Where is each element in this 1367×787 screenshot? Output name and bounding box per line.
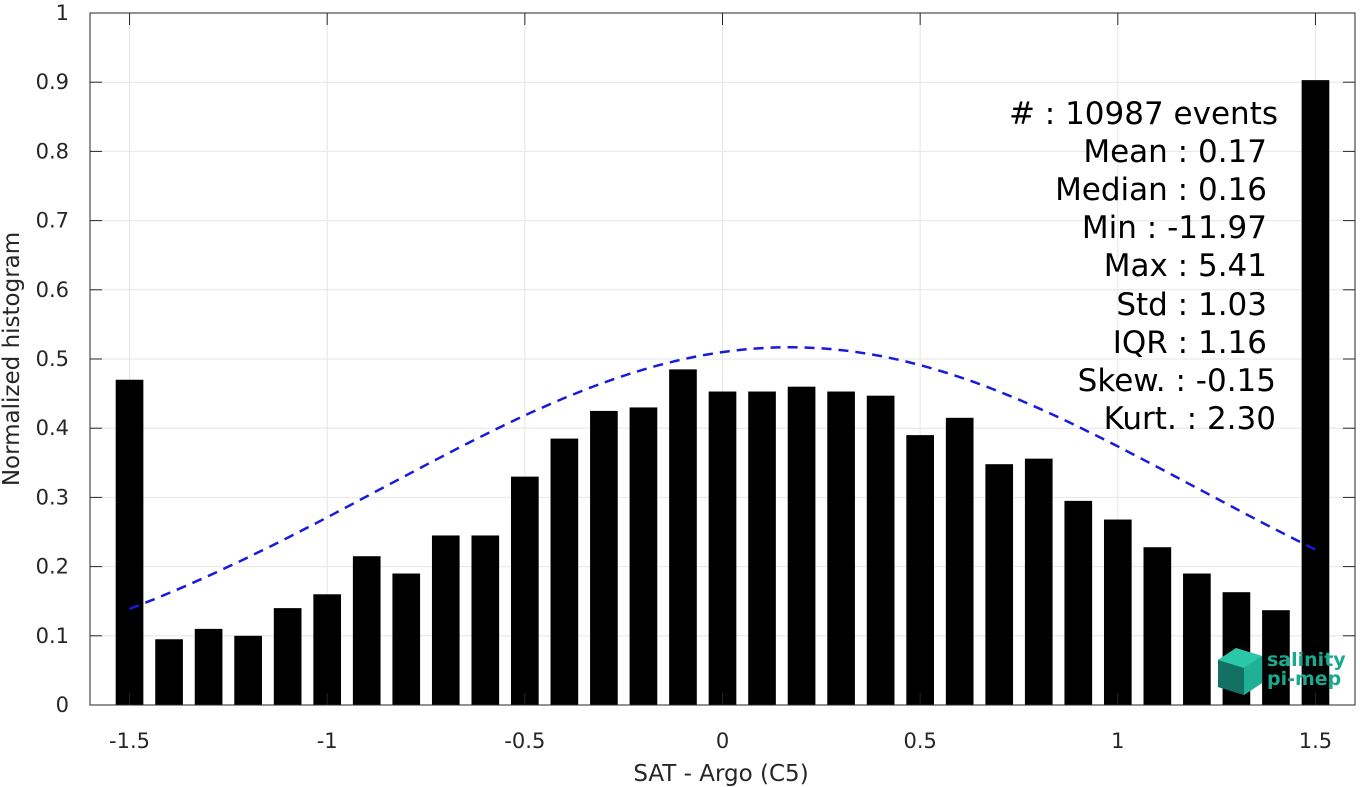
histogram-bar <box>511 476 539 705</box>
histogram-bar <box>748 391 776 705</box>
histogram-bar <box>313 594 342 705</box>
stats-count: # : 10987 events <box>1009 96 1278 132</box>
histogram-bar <box>1024 458 1053 705</box>
histogram-bars <box>115 80 1330 705</box>
stats-mean: Mean : 0.17 <box>1083 134 1267 170</box>
histogram-bar <box>827 391 855 705</box>
logo-text-pi-mep: pi-mep <box>1267 668 1341 690</box>
axes-frame <box>89 12 1356 706</box>
histogram-bar <box>985 464 1014 705</box>
histogram-bar <box>1301 80 1330 705</box>
x-tick-label: -0.5 <box>504 729 545 753</box>
x-tick-label: 1 <box>1111 729 1124 753</box>
stats-max: Max : 5.41 <box>1104 248 1267 284</box>
y-tick-label: 0.4 <box>36 416 69 440</box>
histogram-bar <box>1183 573 1211 705</box>
histogram-bar <box>392 573 421 705</box>
stats-median: Median : 0.16 <box>1055 172 1267 208</box>
histogram-bar <box>945 417 974 705</box>
x-tick-label: 0 <box>716 729 729 753</box>
histogram-bar <box>115 379 144 705</box>
y-tick-labels: 0 0.1 0.2 0.3 0.4 0.5 0.6 0.7 0.8 0.9 1 <box>36 1 69 717</box>
y-axis-label: Normalized histogram <box>0 232 25 486</box>
y-tick-label: 0.6 <box>36 278 69 302</box>
histogram-bar <box>629 407 658 705</box>
y-tick-label: 0.7 <box>36 209 69 233</box>
stats-min: Min : -11.97 <box>1082 210 1267 246</box>
y-tick-label: 0.3 <box>36 485 69 509</box>
histogram-bar <box>708 391 737 705</box>
histogram-bar <box>471 535 500 705</box>
y-tick-label: 1 <box>56 1 69 25</box>
histogram-bar <box>431 535 460 705</box>
y-tick-label: 0.9 <box>36 70 69 94</box>
stats-skew: Skew. : -0.15 <box>1078 363 1276 399</box>
histogram-bar <box>590 410 618 705</box>
stats-iqr: IQR : 1.16 <box>1113 325 1267 361</box>
histogram-bar <box>273 608 302 705</box>
stats-std: Std : 1.03 <box>1116 287 1267 323</box>
histogram-bar <box>352 556 381 705</box>
x-axis-label: SAT - Argo (C5) <box>633 761 808 787</box>
stats-kurt: Kurt. : 2.30 <box>1104 401 1276 437</box>
histogram-bar <box>550 438 579 705</box>
histogram-bar <box>906 435 934 705</box>
histogram-bar <box>669 369 697 705</box>
normal-fit-curve <box>129 346 1317 611</box>
salinity-pi-mep-logo: salinity pi-mep <box>1218 648 1346 695</box>
logo-text-salinity: salinity <box>1267 649 1346 671</box>
cube-icon <box>1218 648 1262 695</box>
histogram-bar <box>194 628 223 705</box>
x-tick-label: 0.5 <box>903 729 936 753</box>
histogram-bar <box>787 386 816 705</box>
y-tick-label: 0 <box>56 693 69 717</box>
x-tick-labels: -1.5 -1 -0.5 0 0.5 1 1.5 <box>109 729 1332 753</box>
histogram-bar <box>1103 519 1132 705</box>
y-tick-label: 0.1 <box>36 624 69 648</box>
x-tick-label: 1.5 <box>1299 729 1332 753</box>
x-tick-label: -1.5 <box>109 729 150 753</box>
histogram-bar <box>1262 610 1290 705</box>
histogram-bar <box>866 395 895 705</box>
y-tick-label: 0.2 <box>36 555 69 579</box>
stats-box: # : 10987 events Mean : 0.17 Median : 0.… <box>1009 96 1278 437</box>
histogram-bar <box>234 635 262 705</box>
histogram-bar <box>1143 547 1172 705</box>
histogram-bar <box>155 639 183 705</box>
y-tick-label: 0.5 <box>36 347 69 371</box>
x-tick-label: -1 <box>317 729 338 753</box>
y-tick-label: 0.8 <box>36 139 69 163</box>
histogram-bar <box>1064 500 1093 705</box>
